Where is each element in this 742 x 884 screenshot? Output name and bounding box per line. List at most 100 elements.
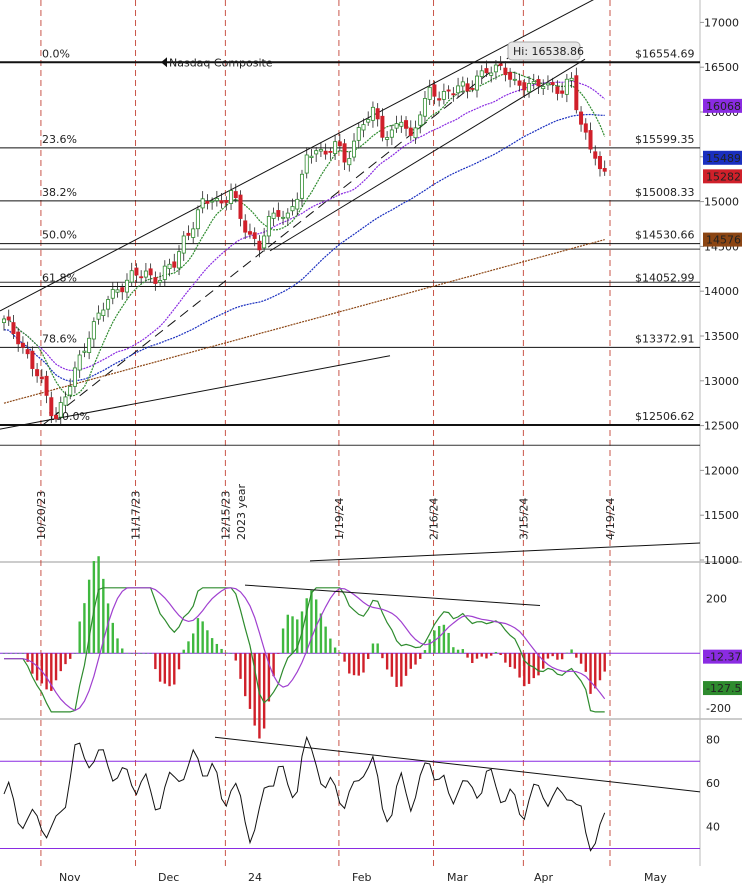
fib-ratio-label: 78.6% — [42, 332, 77, 345]
macd-histogram-bar — [281, 628, 285, 654]
macd-histogram-bar — [173, 653, 176, 685]
hi-label: Hi: 16538.86 — [513, 45, 584, 58]
macd-histogram-bar — [338, 652, 342, 654]
macd-histogram-bar — [196, 618, 200, 654]
candle-body — [342, 143, 347, 163]
candle-body — [522, 82, 527, 91]
macd-histogram-bar — [40, 653, 44, 684]
candle-body — [214, 197, 219, 201]
candle-body — [545, 82, 550, 86]
fib-ratio-label: 38.2% — [42, 186, 77, 199]
candle-body — [247, 231, 252, 235]
candle-body — [72, 367, 77, 387]
candle-body — [385, 137, 390, 140]
y-tick-label: 11000 — [704, 554, 739, 567]
macd-histogram-bar — [45, 653, 48, 690]
macd-histogram-bar — [329, 638, 332, 654]
candle-body — [602, 168, 607, 172]
macd-histogram-bar — [296, 619, 299, 654]
candle-body — [49, 397, 54, 417]
macd-tick-label: -200 — [706, 702, 731, 715]
candle-body — [583, 123, 588, 133]
candle-body — [493, 64, 498, 73]
candle-body — [63, 396, 68, 406]
macd-histogram-bar — [158, 653, 162, 682]
y-tick-label: 17000 — [704, 16, 739, 29]
macd-histogram-bar — [26, 653, 29, 662]
macd-histogram-bar — [69, 653, 72, 659]
candle-body — [418, 114, 423, 126]
macd-histogram-bar — [277, 653, 280, 654]
macd-histogram-bar — [466, 653, 469, 658]
candle-body — [39, 376, 44, 380]
macd-histogram-bar — [310, 590, 313, 654]
macd-histogram-bar — [64, 653, 67, 665]
candle-body — [44, 375, 49, 396]
fib-value-label: $15008.33 — [635, 186, 695, 199]
candle-body — [181, 235, 186, 254]
candle-body — [470, 87, 475, 90]
macd-histogram-bar — [333, 647, 337, 654]
candle-body — [205, 201, 210, 204]
macd-histogram-bar — [584, 653, 587, 672]
macd-histogram-bar — [102, 578, 105, 654]
macd-tag-label: -127.58 — [706, 682, 742, 695]
macd-histogram-bar — [139, 653, 143, 654]
macd-histogram-bar — [447, 632, 450, 654]
macd-line — [4, 587, 605, 713]
macd-histogram-bar — [234, 653, 237, 661]
y-tick-label: 14000 — [704, 285, 739, 298]
macd-histogram-bar — [603, 653, 606, 672]
candle-body — [498, 63, 503, 66]
candle-body — [441, 91, 446, 100]
x-tick-label: Mar — [447, 871, 468, 884]
macd-tag-box — [703, 649, 742, 664]
candle-body — [162, 265, 167, 280]
candle-body — [266, 216, 271, 237]
macd-histogram-bar — [461, 649, 465, 654]
candle-body — [82, 350, 87, 353]
candle-body — [356, 127, 361, 141]
candle-body — [281, 216, 286, 219]
x-tick-label: Dec — [158, 871, 179, 884]
candle-body — [290, 206, 295, 212]
candle-body — [318, 149, 323, 152]
macd-histogram-bar — [2, 653, 6, 654]
hi-label-box — [507, 41, 581, 61]
macd-histogram-bar — [513, 653, 517, 669]
candle-body — [243, 220, 248, 233]
candle-body — [465, 83, 470, 92]
macd-histogram-bar — [504, 653, 507, 663]
macd-histogram-bar — [286, 614, 289, 654]
series-pointer-icon — [161, 57, 167, 68]
candle-body — [124, 279, 129, 293]
candle-body — [541, 86, 546, 89]
macd-histogram-bar — [21, 653, 25, 654]
candle-body — [361, 124, 366, 131]
y-tick-label: 13000 — [704, 375, 739, 388]
candle-body — [200, 198, 205, 209]
macd-histogram-bar — [130, 653, 133, 654]
candle-body — [432, 84, 437, 97]
candle-body — [172, 261, 177, 268]
price-tag-box — [703, 232, 742, 247]
macd-histogram-bar — [518, 653, 521, 678]
candle-body — [177, 251, 182, 269]
rsi-line — [3, 735, 606, 852]
candle-body — [323, 150, 328, 155]
candle-body — [333, 141, 338, 155]
macd-histogram-bar — [92, 561, 96, 654]
candle-body — [252, 232, 257, 239]
candle-body — [427, 86, 432, 100]
macd-histogram-bar — [527, 653, 531, 684]
event-date-label: 3/15/24 — [517, 498, 530, 540]
macd-histogram-bar — [121, 648, 124, 654]
x-tick-label: May — [644, 871, 667, 884]
candle-body — [30, 350, 35, 369]
price-tag-label: 14576.0 — [706, 234, 742, 247]
price-tag-box — [703, 98, 742, 113]
x-tick-label: Nov — [59, 871, 81, 884]
candle-body — [309, 155, 314, 158]
rsi-tick-label: 40 — [706, 821, 720, 834]
